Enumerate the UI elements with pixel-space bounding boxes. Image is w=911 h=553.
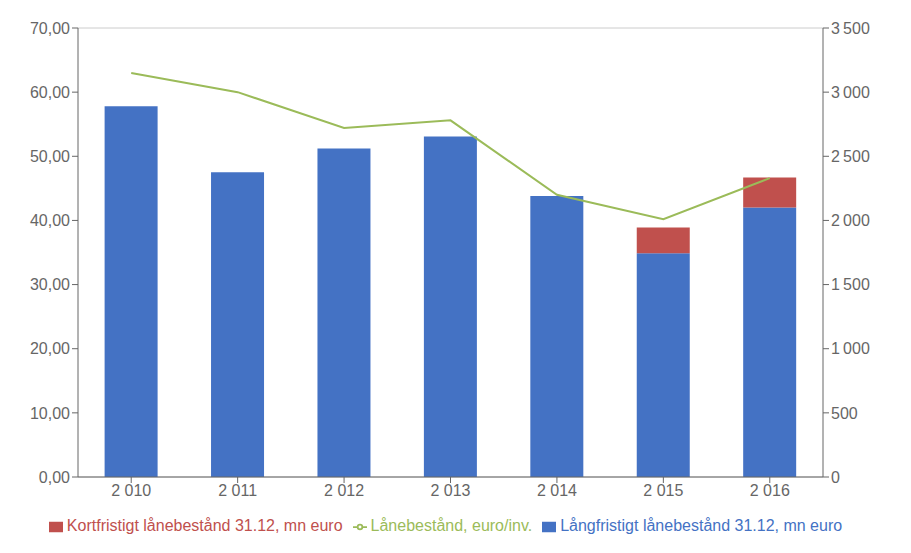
- svg-text:3 500: 3 500: [831, 20, 870, 37]
- svg-text:2 000: 2 000: [831, 212, 870, 229]
- svg-text:60,00: 60,00: [30, 84, 70, 101]
- svg-text:2 500: 2 500: [831, 148, 870, 165]
- svg-text:50,00: 50,00: [30, 148, 70, 165]
- svg-text:20,00: 20,00: [30, 340, 70, 357]
- html-text:Långfristigt lånebestånd 31.12: Långfristigt lånebestånd 31.12, mn euro: [560, 517, 843, 534]
- svg-text:2 010: 2 010: [111, 482, 151, 499]
- svg-text:2 016: 2 016: [750, 482, 790, 499]
- html-text:Lånebestånd, euro/inv.: Lånebestånd, euro/inv.: [370, 517, 533, 534]
- svg-text:30,00: 30,00: [30, 276, 70, 293]
- svg-text:40,00: 40,00: [30, 212, 70, 229]
- svg-text:2 012: 2 012: [324, 482, 364, 499]
- svg-text:2 015: 2 015: [643, 482, 683, 499]
- svg-text:0: 0: [831, 469, 840, 486]
- html-text:Kortfristigt lånebestånd 31.12: Kortfristigt lånebestånd 31.12, mn euro: [66, 517, 343, 534]
- svg-text:1 000: 1 000: [831, 340, 870, 357]
- svg-text:70,00: 70,00: [30, 20, 70, 37]
- svg-text:10,00: 10,00: [30, 405, 70, 422]
- svg-text:2 013: 2 013: [430, 482, 470, 499]
- svg-text:500: 500: [831, 405, 858, 422]
- svg-text:0,00: 0,00: [39, 469, 70, 486]
- svg-text:3 000: 3 000: [831, 84, 870, 101]
- svg-text:1 500: 1 500: [831, 276, 870, 293]
- svg-text:2 011: 2 011: [218, 482, 257, 499]
- svg-text:2 014: 2 014: [537, 482, 577, 499]
